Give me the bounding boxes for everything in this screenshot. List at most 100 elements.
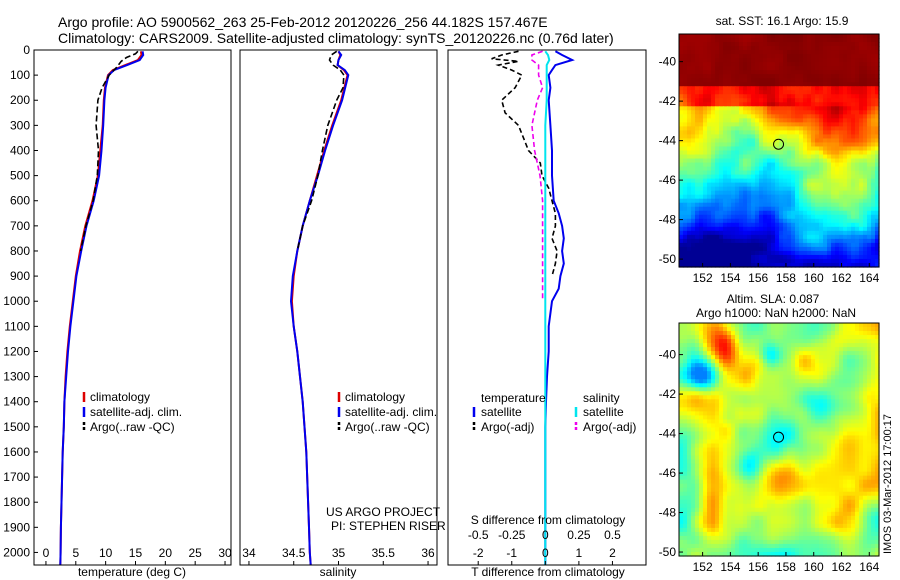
heatmap-cell: [763, 234, 768, 240]
heatmap-cell: [755, 399, 760, 404]
heatmap-cell: [827, 254, 832, 260]
heatmap-cell: [847, 222, 852, 228]
difference-panel: -2 -1 0 1 2 -0.5 -0.25 0 0.25 0.5 S difference f…: [447, 49, 647, 579]
heatmap-cell: [787, 238, 792, 244]
map-lat-label: -50: [659, 252, 677, 266]
heatmap-cell: [795, 186, 800, 192]
heatmap-cell: [835, 66, 840, 71]
heatmap-cell: [815, 170, 820, 176]
heatmap-cell: [743, 86, 748, 91]
heatmap-cell: [827, 142, 832, 148]
heatmap-cell: [679, 395, 684, 400]
heatmap-cell: [699, 82, 704, 87]
heatmap-cell: [807, 138, 812, 144]
heatmap-cell: [791, 46, 796, 51]
heatmap-cell: [775, 399, 780, 404]
heatmap-cell: [803, 250, 808, 256]
heatmap-cell: [847, 190, 852, 196]
heatmap-cell: [731, 403, 736, 408]
heatmap-cell: [783, 106, 788, 111]
heatmap-cell: [763, 395, 768, 400]
heatmap-cell: [735, 439, 740, 445]
heatmap-cell: [847, 230, 852, 236]
heatmap-cell: [727, 138, 732, 144]
heatmap-cell: [747, 90, 752, 95]
heatmap-cell: [875, 419, 880, 425]
heatmap-cell: [803, 54, 808, 59]
heatmap-cell: [795, 154, 800, 160]
heatmap-cell: [787, 130, 792, 136]
heatmap-cell: [735, 158, 740, 164]
sla-heatmap: [679, 323, 880, 557]
heatmap-cell: [875, 82, 880, 87]
heatmap-cell: [707, 206, 712, 212]
heatmap-cell: [843, 262, 848, 268]
heatmap-cell: [763, 246, 768, 252]
heatmap-cell: [711, 46, 716, 51]
heatmap-cell: [751, 443, 756, 449]
heatmap-cell: [831, 110, 836, 115]
heatmap-cell: [699, 90, 704, 95]
heatmap-cell: [831, 126, 836, 132]
heatmap-cell: [703, 202, 708, 208]
heatmap-cell: [795, 427, 800, 433]
heatmap-cell: [819, 146, 824, 152]
heatmap-cell: [691, 355, 696, 360]
heatmap-cell: [791, 431, 796, 437]
heatmap-cell: [759, 202, 764, 208]
heatmap-cell: [807, 178, 812, 184]
heatmap-cell: [859, 90, 864, 95]
heatmap-cell: [775, 210, 780, 216]
heatmap-cell: [851, 98, 856, 103]
heatmap-cell: [739, 459, 744, 465]
heatmap-cell: [787, 423, 792, 429]
heatmap-cell: [707, 114, 712, 119]
heatmap-cell: [783, 102, 788, 107]
heatmap-cell: [863, 122, 868, 127]
heatmap-cell: [779, 467, 784, 473]
heatmap-cell: [863, 34, 868, 39]
heatmap-cell: [743, 455, 748, 461]
heatmap-cell: [767, 198, 772, 204]
heatmap-cell: [843, 102, 848, 107]
heatmap-cell: [703, 262, 708, 268]
heatmap-cell: [771, 182, 776, 188]
heatmap-cell: [803, 363, 808, 368]
heatmap-cell: [799, 327, 804, 332]
heatmap-cell: [819, 154, 824, 160]
heatmap-cell: [683, 66, 688, 71]
heatmap-cell: [719, 471, 724, 477]
heatmap-cell: [831, 170, 836, 176]
heatmap-cell: [811, 202, 816, 208]
heatmap-cell: [723, 90, 728, 95]
heatmap-cell: [759, 46, 764, 51]
heatmap-cell: [859, 134, 864, 140]
heatmap-cell: [807, 42, 812, 47]
heatmap-cell: [867, 435, 872, 441]
heatmap-cell: [763, 194, 768, 200]
heatmap-cell: [871, 226, 876, 232]
heatmap-cell: [795, 58, 800, 63]
heatmap-cell: [731, 234, 736, 240]
heatmap-cell: [803, 178, 808, 184]
heatmap-cell: [735, 411, 740, 416]
heatmap-cell: [743, 142, 748, 148]
heatmap-cell: [827, 94, 832, 99]
heatmap-cell: [699, 427, 704, 433]
heatmap-cell: [855, 395, 860, 400]
heatmap-cell: [779, 242, 784, 248]
heatmap-cell: [719, 367, 724, 372]
heatmap-cell: [783, 194, 788, 200]
heatmap-cell: [687, 331, 692, 336]
heatmap-cell: [751, 198, 756, 204]
heatmap-cell: [735, 463, 740, 469]
heatmap-cell: [803, 355, 808, 360]
heatmap-cell: [751, 383, 756, 388]
heatmap-cell: [747, 126, 752, 132]
heatmap-cell: [719, 383, 724, 388]
heatmap-cell: [827, 126, 832, 132]
heatmap-cell: [727, 50, 732, 55]
heatmap-cell: [791, 363, 796, 368]
heatmap-cell: [727, 258, 732, 264]
heatmap-cell: [679, 323, 684, 328]
